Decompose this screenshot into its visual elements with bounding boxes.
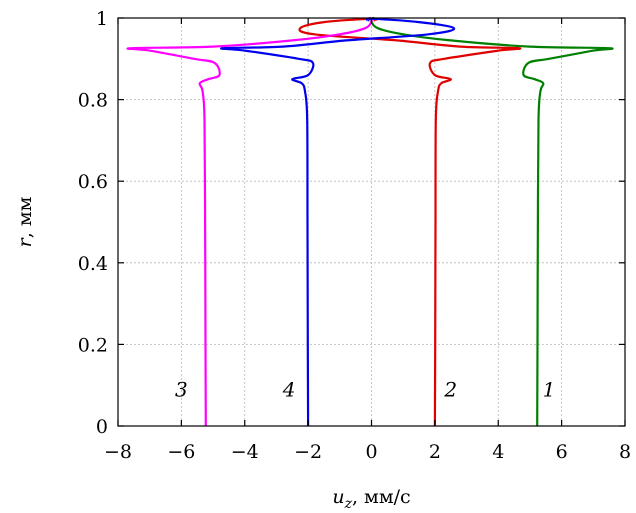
series-layer [126,16,614,427]
x-axis-label: uz, мм/с [332,486,410,512]
x-tick-label: 6 [556,441,568,463]
grid [118,18,625,426]
series-line-1 [370,16,614,427]
y-axis-label-main: r [14,236,36,247]
x-tick-label: 2 [429,441,441,463]
y-tick-label: 0 [96,416,108,438]
x-tick-label: −2 [294,441,322,463]
x-axis-label-sub: z [344,496,353,512]
x-tick-label: 4 [492,441,504,463]
curve-label-3: 3 [175,377,188,401]
curve-label-1: 1 [543,377,556,401]
x-tick-label: −6 [167,441,195,463]
x-tick-label: −8 [104,441,132,463]
y-axis-label: r, мм [14,196,36,247]
curve-label-2: 2 [443,377,457,401]
y-tick-label: 0.4 [78,253,108,275]
y-tick-label: 0.6 [78,171,108,193]
y-axis-label-unit: , мм [14,196,36,238]
y-tick-label: 1 [96,8,108,30]
series-line-2 [298,17,522,427]
curve-label-4: 4 [282,377,296,401]
ticks: −8 −6 −4 −2 0 2 4 6 8 0 0.2 0.4 0.6 0.8 1 [78,8,631,463]
curve-labels: 1 2 3 4 [175,377,555,401]
series-line-3 [126,16,373,427]
x-tick-label: 0 [365,441,377,463]
y-tick-label: 0.2 [78,334,108,356]
x-axis-label-main: u [332,486,344,508]
x-axis-label-unit: , мм/с [352,486,411,508]
x-tick-label: 8 [619,441,631,463]
x-tick-label: −4 [231,441,259,463]
y-tick-label: 0.8 [78,90,108,112]
series-line-4 [220,17,456,427]
